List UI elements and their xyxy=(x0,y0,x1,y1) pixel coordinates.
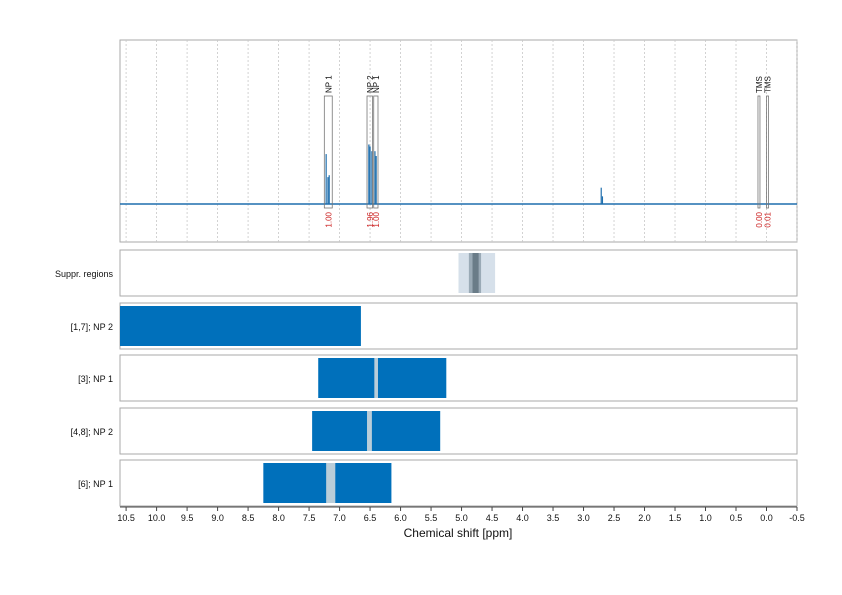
annotation-box xyxy=(373,95,379,209)
annotation-label: TMS xyxy=(755,76,764,93)
track-label: [6]; NP 1 xyxy=(78,479,113,489)
track-band xyxy=(312,411,441,451)
integral-value: 1.96 xyxy=(366,211,375,227)
integral-value: 1.00 xyxy=(324,211,333,227)
spectrum-panel: NP 1 1.00 NP 2 1.96 NP 1 1.00 TMS 0.00 TMS 0.01 xyxy=(119,39,798,243)
x-tick-label: 4.5 xyxy=(486,513,499,523)
x-tick-label: 0.0 xyxy=(760,513,773,523)
track-band xyxy=(120,306,361,346)
x-tick-label: 9.5 xyxy=(181,513,194,523)
track-label: [4,8]; NP 2 xyxy=(71,427,113,437)
x-tick-label: 6.0 xyxy=(394,513,407,523)
x-tick-label: 10.5 xyxy=(117,513,135,523)
x-tick-label: 6.5 xyxy=(364,513,377,523)
x-tick-label: 8.0 xyxy=(272,513,285,523)
x-tick-label: 9.0 xyxy=(211,513,224,523)
integral-value: 0.00 xyxy=(755,211,764,227)
track-frame xyxy=(119,459,798,507)
x-tick-label: 1.0 xyxy=(699,513,712,523)
x-tick-label: 1.5 xyxy=(669,513,682,523)
annotation-box xyxy=(757,95,761,209)
track-band xyxy=(318,358,447,398)
x-tick-label: 3.0 xyxy=(577,513,590,523)
x-tick-label: 5.0 xyxy=(455,513,468,523)
x-tick-label: 2.5 xyxy=(608,513,621,523)
x-axis: 10.5 10.0 9.5 9.0 8.5 8.0 7.5 7.0 6.5 6.0 5.5 5.0 4.… xyxy=(117,506,805,523)
track-band xyxy=(326,463,336,503)
track-label: [3]; NP 1 xyxy=(78,374,113,384)
annotation-label: NP 1 xyxy=(324,75,333,93)
x-tick-label: 7.0 xyxy=(333,513,346,523)
track-frame xyxy=(119,407,798,455)
track-band xyxy=(367,411,372,451)
integral-value: 1.00 xyxy=(372,211,381,227)
x-tick-label: 10.0 xyxy=(148,513,166,523)
x-tick-label: -0.5 xyxy=(789,513,805,523)
region-tracks: Suppr. regions [1,7]; NP 2 [3]; NP 1 [4,8];… xyxy=(55,249,798,507)
x-tick-label: 8.5 xyxy=(242,513,255,523)
annotation-box xyxy=(766,95,769,209)
annotation-box xyxy=(366,95,373,209)
x-tick-label: 7.5 xyxy=(303,513,316,523)
track-band xyxy=(472,253,479,293)
annotation-label: NP 1 xyxy=(372,75,381,93)
annotation-box xyxy=(323,95,333,209)
spectrum-frame xyxy=(119,39,798,243)
x-tick-label: 3.5 xyxy=(547,513,560,523)
track-label: Suppr. regions xyxy=(55,269,114,279)
track-label: [1,7]; NP 2 xyxy=(71,322,113,332)
track-band xyxy=(374,358,378,398)
x-tick-label: 5.5 xyxy=(425,513,438,523)
track-frame xyxy=(119,354,798,402)
x-tick-label: 2.0 xyxy=(638,513,651,523)
x-tick-label: 0.5 xyxy=(730,513,743,523)
annotation-label: NP 2 xyxy=(366,75,375,93)
integral-value: 0.01 xyxy=(764,211,773,227)
annotation-label: TMS xyxy=(764,76,773,93)
x-axis-label: Chemical shift [ppm] xyxy=(404,526,513,540)
x-tick-label: 4.0 xyxy=(516,513,529,523)
